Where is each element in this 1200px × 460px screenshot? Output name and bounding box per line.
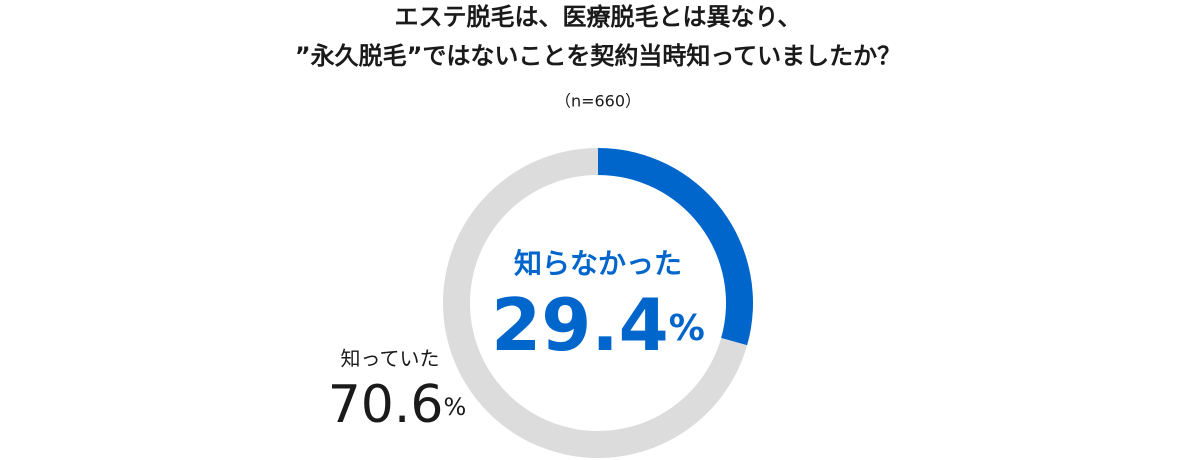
- segment-label: 知っていた: [341, 347, 440, 371]
- value-label: 29.4%: [491, 283, 705, 367]
- donut-segment: [598, 148, 753, 346]
- chart-title: エステ脱毛は、医療脱毛とは異なり、: [394, 3, 801, 31]
- chart-subtitle: （n=660）: [555, 92, 641, 111]
- value-label: 70.6%: [328, 375, 467, 435]
- chart-title: ”永久脱毛”ではないことを契約当時知っていましたか？: [295, 42, 901, 70]
- segment-label: 知らなかった: [514, 247, 682, 280]
